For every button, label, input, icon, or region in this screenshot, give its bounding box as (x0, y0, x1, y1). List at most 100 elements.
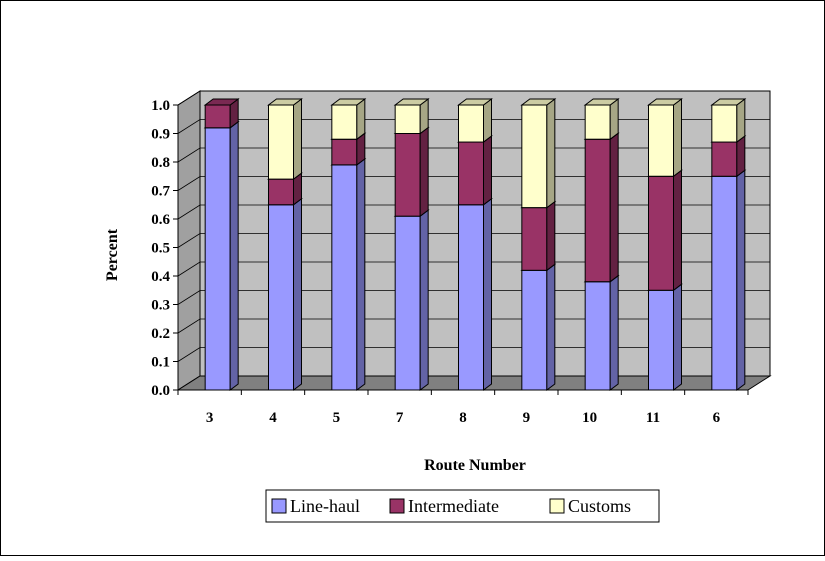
bar-front (584, 138, 611, 283)
bar-segment (710, 169, 747, 391)
bar-front (584, 281, 611, 391)
legend-label: Intermediate (408, 496, 499, 516)
bar-front (331, 138, 358, 166)
x-tick-label: 8 (459, 410, 467, 426)
bar-side (546, 263, 556, 391)
bar-side (293, 197, 302, 391)
bar-segment (457, 197, 493, 391)
bar-top (583, 98, 620, 106)
bar-front (648, 289, 674, 391)
y-tick-label: 0.2 (151, 326, 170, 342)
x-tick-label: 3 (206, 410, 214, 426)
gridline (177, 119, 770, 134)
gridline (177, 233, 770, 248)
bar-side (736, 98, 746, 144)
bar-front (521, 269, 548, 391)
bar-segment (330, 98, 367, 141)
bar-side (609, 98, 619, 141)
bar-segment (583, 98, 620, 141)
bar-segment (583, 132, 620, 283)
bars (203, 98, 747, 391)
bar-side (419, 209, 429, 391)
bar-side (609, 132, 619, 283)
x-tick-label: 6 (713, 410, 721, 426)
bar-front (458, 141, 484, 206)
gridline (177, 176, 770, 191)
legend-swatch (271, 498, 287, 514)
gridline (177, 347, 770, 362)
y-tick-label: 1.0 (151, 98, 170, 114)
legend-label: Line-haul (290, 496, 360, 516)
y-tick-label: 0.6 (151, 212, 170, 228)
bar-segment (520, 263, 557, 391)
bar-segment (267, 98, 303, 181)
bar-side (229, 120, 239, 391)
bar-segment (457, 135, 493, 206)
bar-front (394, 104, 421, 134)
gridline (177, 204, 770, 220)
bar-side (546, 98, 556, 209)
bar-segment (267, 197, 303, 391)
bar-side (483, 197, 492, 391)
bar-front (648, 104, 674, 177)
bar-front (204, 127, 231, 391)
x-tick-label: 9 (523, 410, 531, 426)
bar-segment (393, 98, 430, 135)
x-tick-label: 4 (269, 410, 277, 426)
bar-segment (203, 98, 240, 129)
bar-segment (710, 98, 747, 144)
bar-front (584, 104, 611, 140)
bar-side (356, 98, 366, 141)
bar-front (268, 204, 294, 391)
bar-segment (203, 120, 240, 391)
x-tick-label: 7 (396, 410, 404, 426)
legend-swatch (389, 498, 405, 514)
bar-front (521, 207, 548, 271)
bar-top (203, 98, 240, 106)
bar-top (520, 98, 557, 106)
y-tick-label: 0.1 (151, 355, 170, 371)
bar-segment (330, 157, 367, 391)
bar-segment (647, 98, 683, 178)
legend-box (265, 489, 660, 523)
bar-front (648, 175, 674, 291)
gridlines (177, 90, 770, 362)
bar-front (331, 104, 358, 140)
bar-side (356, 157, 366, 391)
bar-side (736, 135, 746, 178)
bar-segment (583, 274, 620, 391)
y-tick-label: 0.5 (151, 241, 170, 257)
bar-side (483, 135, 492, 206)
bar-segment (393, 126, 430, 218)
legend-swatch (549, 498, 565, 514)
bar-segment (647, 283, 683, 391)
bar-side (673, 98, 682, 178)
y-tick-label: 0.9 (151, 127, 170, 143)
bar-top (267, 98, 303, 106)
x-axis-label: Route Number (424, 457, 526, 474)
bar-front (521, 104, 548, 209)
bar-side (736, 169, 746, 391)
bar-segment (520, 98, 557, 209)
bar-front (204, 104, 231, 129)
bar-top (457, 98, 493, 106)
bar-side (546, 200, 556, 272)
bar-side (609, 274, 619, 391)
bar-front (458, 204, 484, 391)
legend-label: Customs (568, 496, 631, 516)
gridline (177, 147, 770, 163)
bar-front (711, 141, 738, 177)
bar-front (394, 133, 421, 217)
bar-side (673, 283, 682, 391)
bar-side (293, 98, 302, 181)
bar-top (647, 98, 683, 106)
x-tick-label: 11 (646, 410, 660, 426)
gridline (177, 290, 770, 305)
x-tick-label: 10 (582, 410, 597, 426)
bar-front (268, 178, 294, 206)
y-axis: 0.0 0.1 0.2 0.3 0.4 0.5 0.6 0.7 0.8 0.9 1.0 (151, 98, 179, 399)
bar-front (331, 164, 358, 391)
bar-top (330, 98, 367, 106)
bar-segment (647, 169, 683, 292)
